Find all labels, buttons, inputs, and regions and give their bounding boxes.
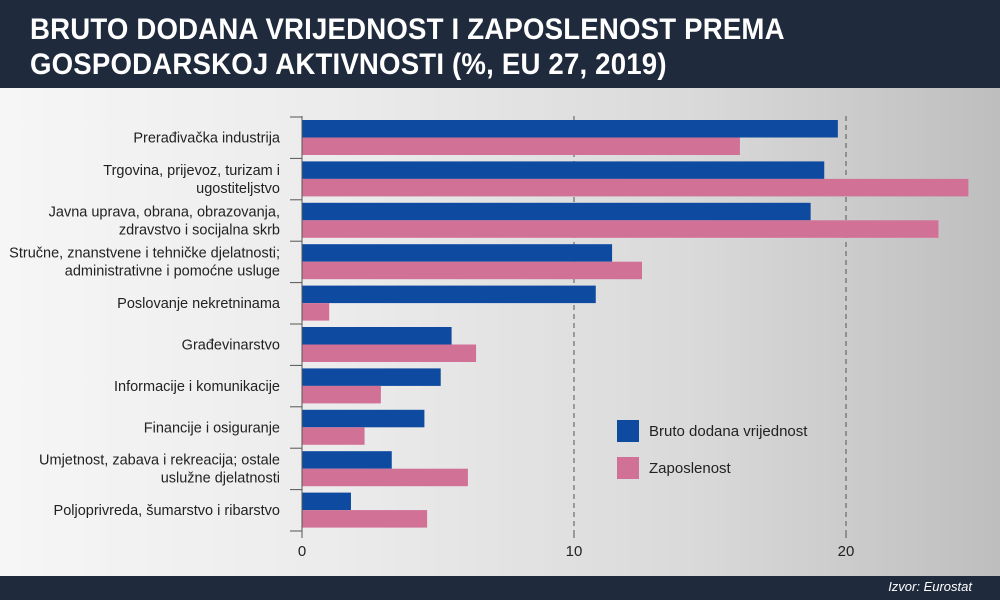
bar-bruto-dodana-vrijednost — [302, 244, 613, 262]
legend-label: Bruto dodana vrijednost — [649, 423, 808, 440]
category-label: Građevinarstvo — [182, 338, 280, 354]
bar-zaposlenost — [302, 220, 939, 238]
category-label: administrativne i pomoćne usluge — [65, 264, 280, 280]
bar-zaposlenost — [302, 178, 969, 197]
category-label: Javna uprava, obrana, obrazovanja, — [49, 204, 280, 220]
category-label: ugostiteljstvo — [196, 181, 280, 197]
x-tick-label: 0 — [298, 543, 306, 560]
source-note: Izvor: Eurostat — [888, 579, 972, 594]
title-line-2: GOSPODARSKOJ AKTIVNOSTI (%, EU 27, 2019) — [30, 48, 667, 81]
legend-label: Zaposlenost — [649, 460, 732, 477]
category-label: Prerađivačka industrija — [133, 131, 281, 147]
category-label: Poljoprivreda, šumarstvo i ribarstvo — [54, 503, 280, 519]
legend-swatch — [617, 457, 639, 479]
bar-zaposlenost — [302, 468, 468, 487]
bar-zaposlenost — [302, 303, 330, 321]
category-label: Informacije i komunikacije — [114, 379, 280, 395]
category-label: Umjetnost, zabava i rekreacija; ostale — [39, 453, 280, 469]
bar-bruto-dodana-vrijednost — [302, 492, 351, 511]
bar-zaposlenost — [302, 261, 642, 280]
category-label: Trgovina, prijevoz, turizam i — [103, 163, 280, 179]
bar-bruto-dodana-vrijednost — [302, 409, 425, 428]
footer-bar: Izvor: Eurostat — [0, 576, 1000, 600]
x-tick-label: 20 — [838, 543, 855, 560]
bar-bruto-dodana-vrijednost — [302, 327, 452, 345]
category-label: Poslovanje nekretninama — [117, 296, 281, 312]
chart-title: BRUTO DODANA VRIJEDNOST I ZAPOSLENOST PR… — [30, 12, 895, 82]
bar-bruto-dodana-vrijednost — [302, 161, 825, 179]
category-label: Financije i osiguranje — [144, 420, 280, 436]
title-line-1: BRUTO DODANA VRIJEDNOST I ZAPOSLENOST PR… — [30, 13, 785, 46]
bar-zaposlenost — [302, 344, 477, 362]
bar-zaposlenost — [302, 385, 381, 404]
category-label: zdravstvo i socijalna skrb — [119, 222, 280, 238]
x-tick-label: 10 — [566, 543, 583, 560]
bar-zaposlenost — [302, 510, 428, 528]
bar-bruto-dodana-vrijednost — [302, 451, 392, 469]
bar-bruto-dodana-vrijednost — [302, 202, 811, 221]
bar-bruto-dodana-vrijednost — [302, 368, 441, 386]
header-bar: BRUTO DODANA VRIJEDNOST I ZAPOSLENOST PR… — [0, 0, 1000, 88]
bar-zaposlenost — [302, 137, 740, 155]
category-label: Stručne, znanstvene i tehničke djelatnos… — [9, 246, 280, 262]
category-label: uslužne djelatnosti — [161, 471, 280, 487]
legend-swatch — [617, 420, 639, 442]
bar-bruto-dodana-vrijednost — [302, 285, 596, 304]
bar-bruto-dodana-vrijednost — [302, 120, 838, 138]
bar-zaposlenost — [302, 427, 365, 445]
